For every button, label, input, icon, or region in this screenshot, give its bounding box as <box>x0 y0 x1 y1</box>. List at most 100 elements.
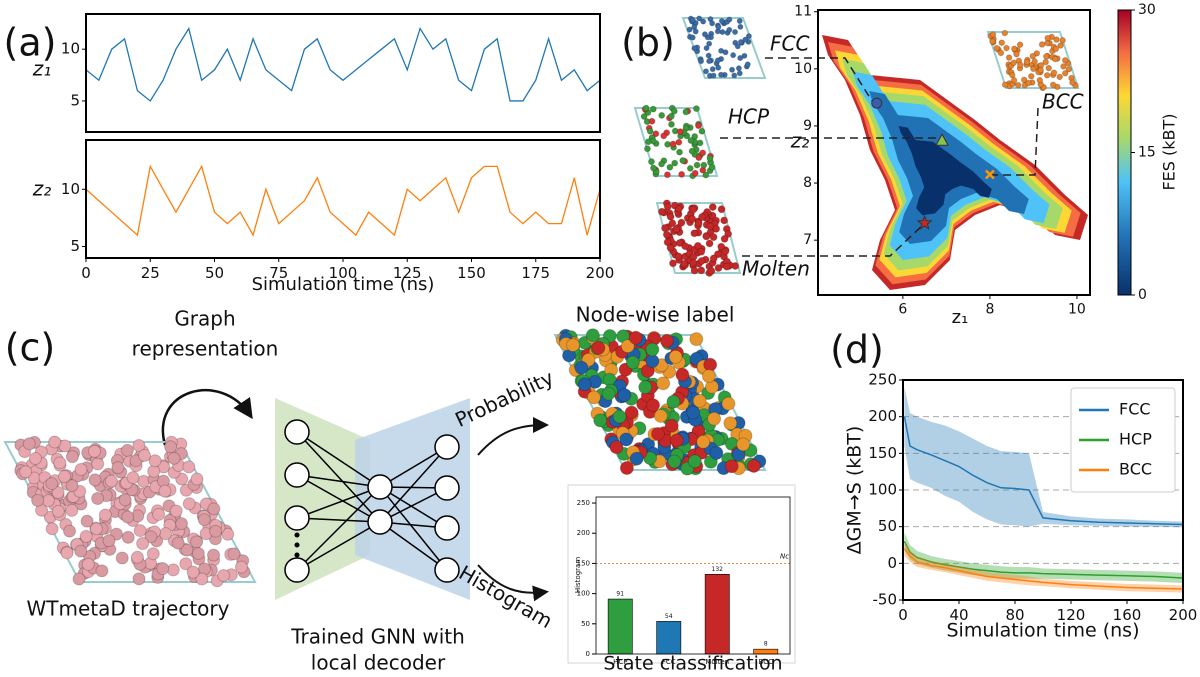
particle <box>990 39 996 45</box>
marker <box>872 98 882 108</box>
particle <box>646 343 659 356</box>
y-tick-label: 50 <box>878 517 897 535</box>
particle <box>168 452 180 464</box>
particle <box>592 341 605 354</box>
particle <box>82 558 94 570</box>
particle <box>698 59 703 64</box>
y-tick-label: 50 <box>581 620 590 628</box>
particle <box>90 523 102 535</box>
particle <box>692 46 697 51</box>
y-tick-label: 0 <box>887 554 897 572</box>
particle <box>103 535 115 547</box>
structure-label: Molten <box>742 257 810 281</box>
particle <box>704 358 717 371</box>
particle <box>738 24 743 29</box>
particle <box>654 409 667 422</box>
particle <box>664 172 670 178</box>
series-line <box>86 166 600 235</box>
particle <box>52 505 64 517</box>
particle <box>198 514 210 526</box>
particle <box>1017 62 1023 68</box>
particle <box>732 29 737 34</box>
particle <box>121 444 133 456</box>
particle <box>641 113 647 119</box>
particle <box>131 551 143 563</box>
node <box>285 506 309 530</box>
y-axis-label: z₂ <box>32 177 52 201</box>
particle <box>1060 37 1066 43</box>
particle <box>667 244 674 251</box>
bar-value-label: 8 <box>764 641 768 648</box>
particle <box>1002 82 1008 88</box>
particle <box>218 570 230 582</box>
particle <box>210 525 222 537</box>
particle <box>738 55 743 60</box>
particle <box>175 518 187 530</box>
particle <box>620 462 633 475</box>
x-tick-label: 25 <box>141 264 160 282</box>
particle <box>703 69 708 74</box>
particle <box>702 32 707 37</box>
particle <box>620 433 633 446</box>
particle <box>99 509 111 521</box>
particle <box>736 66 741 71</box>
particle <box>147 548 159 560</box>
plot-frame <box>86 140 600 258</box>
particle <box>122 531 134 543</box>
particle <box>1004 45 1010 51</box>
y-tick-label: 5 <box>70 91 80 109</box>
particle <box>669 350 682 363</box>
particle <box>687 406 700 419</box>
particle <box>691 267 698 274</box>
particle <box>707 223 714 230</box>
y-axis-label: Histogram <box>574 557 582 593</box>
particle <box>575 361 588 374</box>
particle <box>677 129 683 135</box>
particle <box>651 165 657 171</box>
y-tick-label: 200 <box>868 407 897 425</box>
particle <box>671 108 677 114</box>
panel-label: (c) <box>5 326 56 370</box>
x-tick-label: 150 <box>457 264 486 282</box>
particle <box>678 219 685 226</box>
particle <box>1026 80 1032 86</box>
particle <box>613 410 626 423</box>
particle <box>652 427 665 440</box>
particle <box>998 50 1004 56</box>
particle <box>727 27 732 32</box>
particle <box>1014 51 1020 57</box>
particle <box>690 333 703 346</box>
particle <box>66 451 78 463</box>
y-tick-label: 200 <box>577 529 590 537</box>
particle <box>737 71 742 76</box>
particle <box>729 67 734 72</box>
particle <box>159 485 171 497</box>
particle <box>676 139 682 145</box>
particle <box>235 561 247 573</box>
particle <box>1053 46 1059 52</box>
particle <box>697 435 710 448</box>
particle <box>644 146 650 152</box>
particle <box>657 377 670 390</box>
particle <box>699 128 705 134</box>
node <box>435 516 459 540</box>
particle <box>96 565 108 577</box>
particle <box>1030 53 1036 59</box>
particle <box>618 389 631 402</box>
particle <box>75 463 87 475</box>
particle <box>716 65 721 70</box>
particle <box>999 40 1005 46</box>
particle <box>689 215 696 222</box>
y-tick-label: 8 <box>803 175 812 191</box>
node <box>285 463 309 487</box>
diagram-text: representation <box>132 337 279 361</box>
particle <box>1039 42 1045 48</box>
particle <box>710 255 717 262</box>
colorbar-label: FES (kBT) <box>1160 113 1179 190</box>
legend-label: FCC <box>1119 400 1151 419</box>
particle <box>1024 59 1030 65</box>
y-tick-label: 10 <box>794 61 812 77</box>
particle <box>735 44 740 49</box>
y-tick-label: 10 <box>61 40 80 58</box>
bar <box>608 599 632 654</box>
